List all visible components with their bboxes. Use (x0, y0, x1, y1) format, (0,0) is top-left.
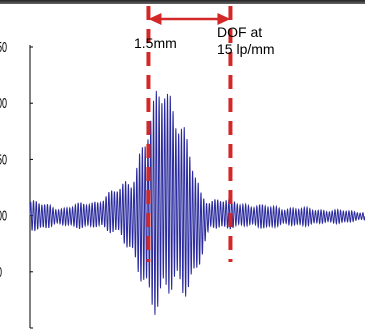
y-axis: 050100150200250 (0, 39, 33, 329)
signal-line (29, 90, 365, 315)
signal-series (29, 90, 365, 315)
measure-label: 1.5mm (134, 35, 177, 51)
y-tick-label: 100 (0, 207, 7, 224)
y-tick-label: 50 (0, 263, 2, 280)
y-tick-label: 200 (0, 95, 7, 112)
dof-annotation: DOF at 15 lp/mm 1.5mm (134, 24, 275, 57)
dof-arrow-right-head (217, 13, 231, 25)
top-border-bar (0, 0, 365, 4)
y-tick-label: 250 (0, 39, 7, 56)
y-tick-label: 150 (0, 151, 7, 168)
dof-arrow-left-head (148, 13, 162, 25)
annotation-line-1: DOF at (217, 24, 262, 40)
dof-markers (146, 6, 233, 262)
annotation-line-2: 15 lp/mm (217, 41, 275, 57)
